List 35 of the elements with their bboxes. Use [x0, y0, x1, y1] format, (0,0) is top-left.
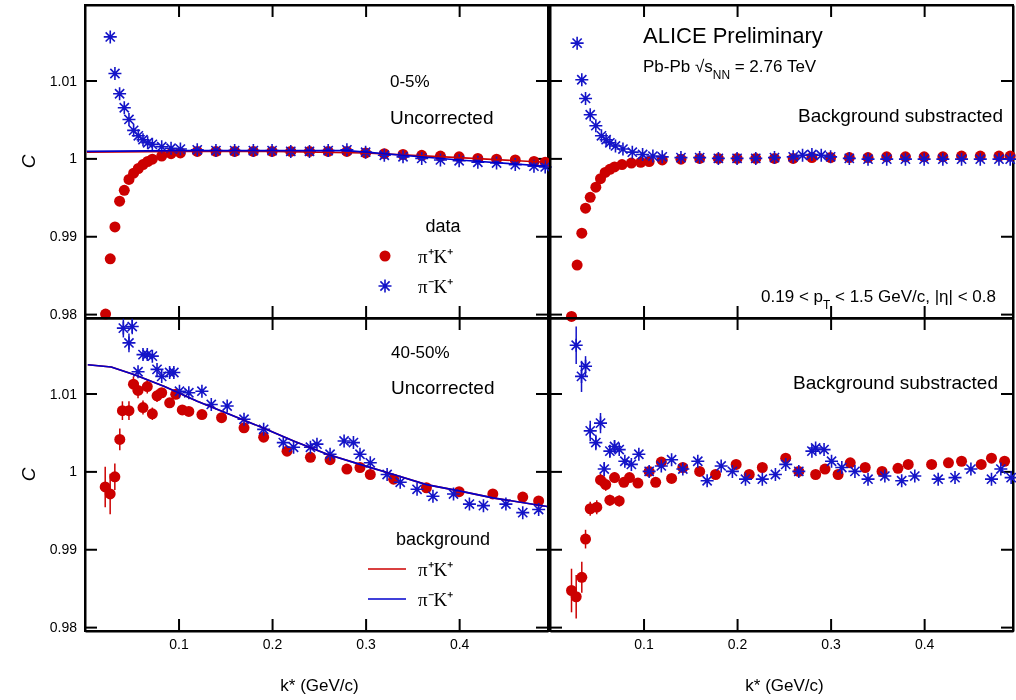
x-axis-title: k* (GeV/c): [745, 676, 824, 695]
legend-title: background: [395, 529, 491, 549]
annotation: 0.19 < p$_{T}$ < 1.5 GeV/c, |η| < 0.8: [761, 287, 996, 312]
legend-label: π⁺K⁺: [418, 559, 454, 580]
x-tick-label: 0.1: [169, 635, 189, 652]
annotation: Uncorrected: [390, 107, 494, 128]
annotation: Pb-Pb √s$_{NN}$ = 2.76 TeV: [643, 57, 817, 82]
x-tick-label: 0.4: [449, 635, 470, 652]
x-tick-label: 0.1: [634, 635, 654, 652]
legend-title: data: [425, 216, 462, 236]
annotation: Uncorrected: [391, 377, 495, 398]
x-tick-label: 0.3: [821, 635, 842, 652]
y-axis-title: C: [18, 154, 39, 169]
x-tick-label: 0.3: [356, 635, 377, 652]
x-tick-label: 0.4: [914, 635, 935, 652]
annotation: Background substracted: [793, 372, 998, 393]
legend-label: π⁻K⁺: [418, 589, 454, 610]
y-axis-title: C: [18, 467, 39, 482]
annotation: ALICE Preliminary: [643, 23, 823, 48]
annotation: 40-50%: [391, 343, 450, 362]
annotation: 0-5%: [390, 72, 430, 91]
legend-label: π⁺K⁺: [418, 246, 454, 267]
y-tick-label: 1: [69, 463, 78, 480]
x-tick-label: 0.2: [727, 635, 748, 652]
y-tick-label: 0.99: [49, 228, 78, 245]
y-tick-label: 1: [69, 150, 78, 167]
x-axis-title: k* (GeV/c): [280, 676, 359, 695]
y-tick-label: 1.01: [49, 72, 78, 89]
legend-label: π⁻K⁺: [418, 276, 454, 297]
annotation: Background substracted: [798, 105, 1003, 126]
y-tick-label: 0.98: [49, 306, 78, 323]
y-tick-label: 0.98: [49, 619, 78, 636]
x-tick-label: 0.2: [262, 635, 283, 652]
y-tick-label: 1.01: [49, 385, 78, 402]
y-tick-label: 0.99: [49, 541, 78, 558]
